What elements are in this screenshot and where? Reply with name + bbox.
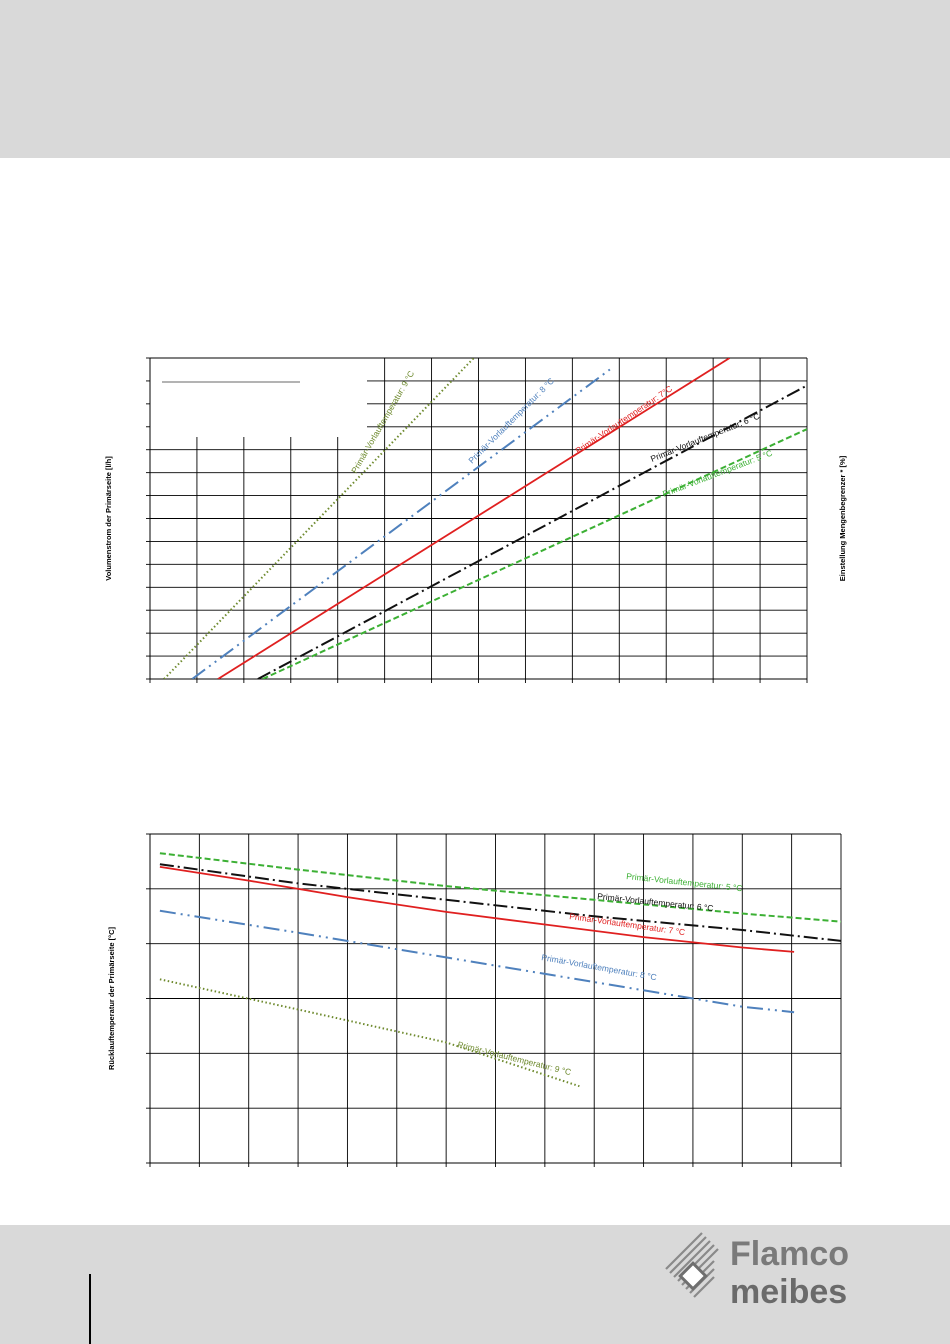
footer-band (0, 1225, 950, 1344)
series-label: Primär-Vorlauftemperatur: 9 °C (457, 1039, 573, 1077)
logo-mark-icon (665, 1232, 719, 1298)
flamco-meibes-logo: Flamco meibes (664, 1231, 884, 1311)
header-band (0, 0, 950, 158)
y-axis-label: Rücklauftemperatur der Primärseite [°C] (107, 926, 116, 1070)
y-axis-label: Volumenstrom der Primärseite [l/h] (104, 456, 113, 581)
series-line (159, 866, 795, 953)
footer-divider (89, 1274, 91, 1344)
return-temperature-chart: Primär-Vorlauftemperatur: 5 °CPrimär-Vor… (107, 833, 842, 1167)
series-label: Primär-Vorlauftemperatur: 9 °C (349, 369, 416, 475)
y-axis-label-right: Einstellung Mengenbegrenzer * [%] (838, 455, 847, 581)
series-line (159, 909, 795, 1014)
series-label: Primär-Vorlauftemperatur: 7°C (574, 383, 674, 455)
series-line (159, 863, 841, 942)
series-line (262, 428, 807, 679)
series-line (217, 358, 731, 679)
series-line (191, 368, 611, 679)
series-line (159, 852, 841, 923)
series-label: Primär-Vorlauftemperatur: 8 °C (541, 952, 658, 982)
logo-text-flamco: Flamco (730, 1235, 849, 1273)
series-label: Primär-Vorlauftemperatur: 7 °C (569, 911, 686, 937)
series-label: Primär-Vorlauftemperatur: 6 °C (597, 891, 714, 913)
flow-rate-chart: Primär-Vorlauftemperatur: 9 °C Primär-Vor… (104, 357, 847, 683)
logo-text-meibes: meibes (730, 1273, 847, 1311)
series-line (159, 978, 580, 1088)
series-line (257, 384, 807, 679)
